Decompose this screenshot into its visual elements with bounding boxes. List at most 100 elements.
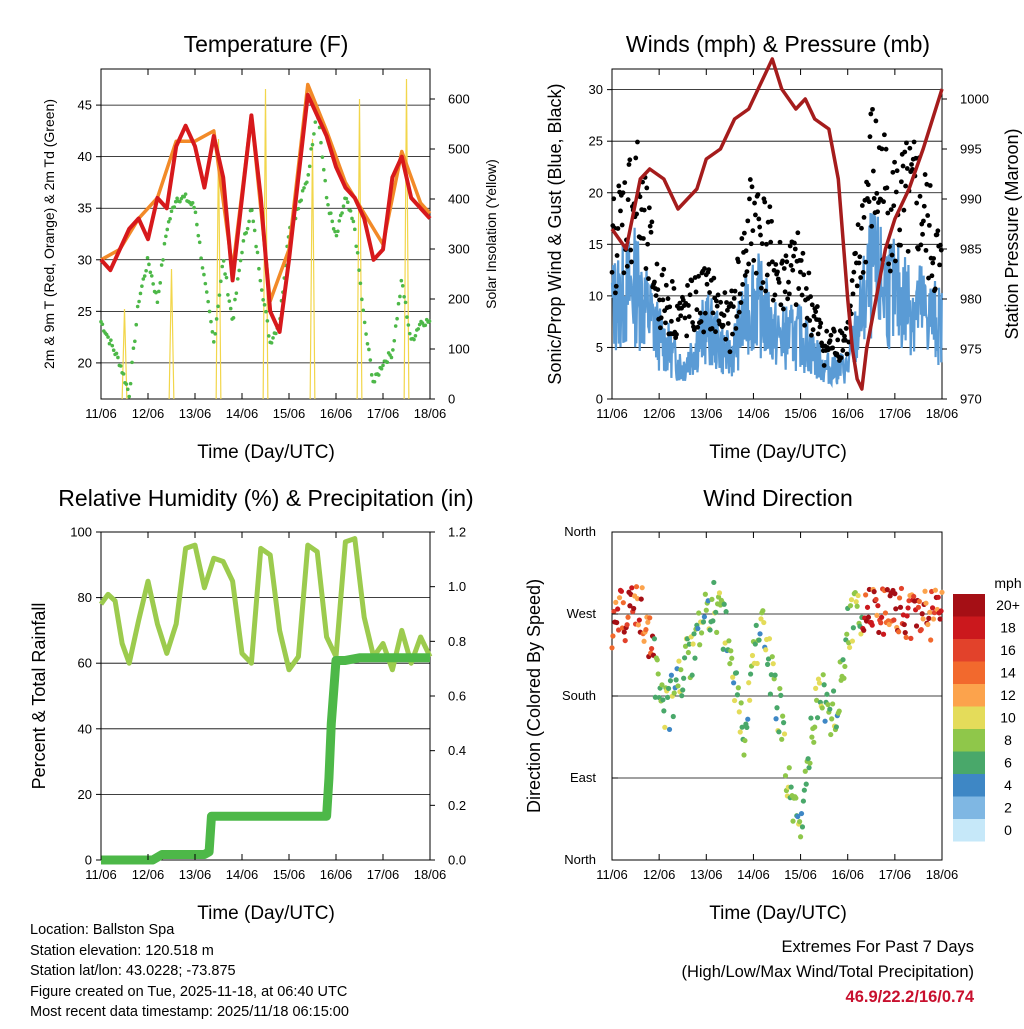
- data-timestamp: Most recent data timestamp: 2025/11/18 0…: [30, 1004, 349, 1020]
- dewpoint-point: [258, 278, 263, 283]
- colorbar-label: 0: [1004, 822, 1012, 838]
- y-tick-label: 40: [78, 721, 92, 736]
- gust-point: [609, 269, 615, 275]
- dewpoint-point: [128, 381, 133, 386]
- dewpoint-point: [354, 244, 359, 249]
- gust-point: [893, 258, 898, 264]
- dewpoint-point: [407, 331, 412, 336]
- gust-point: [929, 273, 935, 279]
- direction-point: [923, 600, 929, 606]
- direction-point: [935, 594, 941, 600]
- dewpoint-point: [369, 373, 374, 377]
- gust-point: [814, 304, 820, 309]
- dewpoint-point: [307, 164, 312, 169]
- dewpoint-point: [121, 372, 126, 376]
- direction-point: [661, 708, 667, 714]
- x-tick-label: 14/06: [226, 867, 259, 882]
- y2-tick-label: 400: [448, 192, 470, 207]
- dewpoint-point: [209, 319, 213, 324]
- gust-point: [909, 166, 915, 172]
- dewpoint-point: [252, 228, 257, 233]
- gust-point: [875, 209, 881, 215]
- dewpoint-point: [227, 299, 232, 303]
- temperature-ylabel: 2m & 9m T (Red, Orange) & 2m Td (Green): [41, 99, 57, 369]
- dewpoint-point: [135, 304, 140, 309]
- direction-point: [927, 609, 933, 615]
- colorbar-swatch: [953, 616, 985, 639]
- direction-yticks: North East South West North: [562, 524, 618, 867]
- gust-point: [723, 336, 729, 342]
- gust-point: [704, 281, 710, 287]
- gust-point: [803, 286, 809, 291]
- direction-point: [893, 606, 899, 612]
- direction-point: [721, 601, 727, 607]
- direction-point: [716, 590, 723, 596]
- gust-point: [733, 326, 739, 331]
- direction-point: [773, 716, 779, 722]
- direction-point: [806, 765, 812, 771]
- dewpoint-point: [362, 320, 367, 325]
- direction-point: [698, 630, 705, 636]
- gust-point: [874, 190, 880, 196]
- direction-point: [696, 610, 702, 616]
- y2-tick-label: 0.4: [448, 743, 466, 758]
- x-tick-label: 12/06: [643, 406, 676, 421]
- winds-ylabel: Sonic/Prop Wind & Gust (Blue, Black): [545, 83, 565, 384]
- direction-point: [765, 656, 772, 662]
- direction-point: [638, 596, 644, 602]
- dewpoint-point: [334, 233, 339, 238]
- direction-point: [635, 622, 642, 628]
- dewpoint-point: [423, 323, 428, 328]
- direction-point: [919, 611, 925, 617]
- direction-ylabel: Direction (Colored By Speed): [524, 579, 544, 813]
- direction-point: [714, 629, 720, 635]
- direction-point: [722, 640, 728, 646]
- direction-point: [822, 718, 828, 724]
- dewpoint-point: [247, 219, 251, 224]
- gust-point: [813, 309, 819, 315]
- direction-point: [918, 627, 924, 633]
- x-tick-label: 11/06: [596, 406, 628, 421]
- y-tick-label: South: [562, 688, 596, 703]
- colorbar-swatch: [953, 819, 985, 842]
- gust-point: [737, 291, 743, 297]
- solar-spike: [403, 78, 410, 400]
- direction-point: [757, 631, 763, 637]
- gust-point: [715, 292, 721, 298]
- x-tick-label: 18/06: [926, 867, 959, 882]
- gust-point: [758, 232, 763, 238]
- gust-point: [718, 299, 724, 305]
- station-location: Location: Ballston Spa: [30, 922, 175, 938]
- station-elevation: Station elevation: 120.518 m: [30, 942, 214, 959]
- dewpoint-point: [144, 268, 148, 273]
- direction-point: [821, 682, 827, 688]
- gust-point: [914, 200, 920, 206]
- gust-point: [637, 194, 643, 200]
- y-tick-label: 45: [78, 98, 92, 113]
- gust-point: [873, 118, 879, 124]
- gust-point: [828, 332, 834, 338]
- gust-point: [830, 345, 836, 351]
- gust-point: [920, 231, 925, 237]
- gust-point: [827, 338, 833, 344]
- dewpoint-point: [257, 266, 261, 271]
- gust-point: [891, 203, 897, 209]
- colorbar-swatch: [953, 594, 985, 617]
- humidity-y2ticks: 0.0 0.2 0.4 0.6 0.8 1.0 1.2: [430, 525, 466, 868]
- gust-point: [926, 275, 931, 281]
- gust-point: [665, 296, 671, 302]
- dewpoint-point: [212, 340, 216, 344]
- gust-point: [709, 326, 715, 331]
- temperature-series: [99, 78, 432, 400]
- dewpoint-point: [118, 364, 123, 368]
- gust-point: [641, 207, 647, 213]
- direction-point: [673, 677, 679, 683]
- direction-point: [795, 813, 801, 820]
- x-tick-label: 12/06: [132, 867, 165, 882]
- gust-point: [921, 218, 926, 224]
- gust-point: [725, 307, 730, 313]
- dewpoint-point: [216, 304, 220, 309]
- direction-point: [833, 724, 840, 730]
- direction-point: [651, 636, 658, 642]
- gust-point: [736, 259, 741, 265]
